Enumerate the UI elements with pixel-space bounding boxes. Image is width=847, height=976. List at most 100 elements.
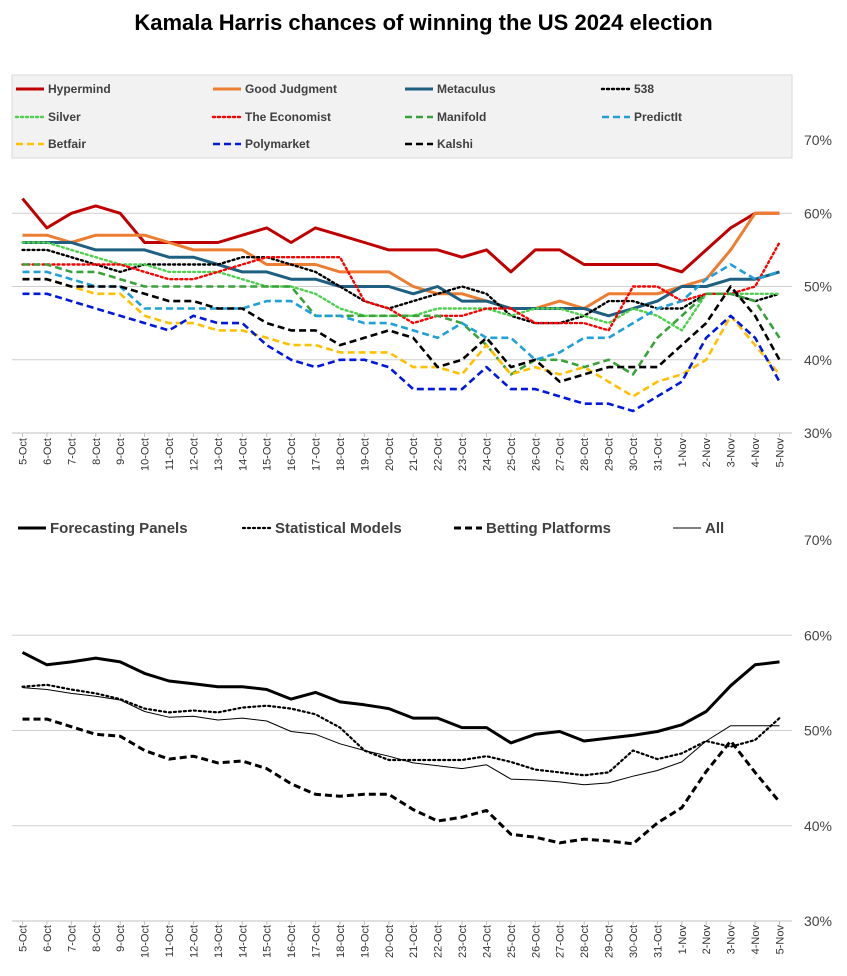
legend-label-silver: Silver [48, 110, 81, 124]
x-tick-label: 31-Oct [652, 925, 664, 958]
legend-label-the-economist: The Economist [245, 110, 331, 124]
x-tick-label: 28-Oct [579, 925, 591, 958]
x-tick-label: 11-Oct [164, 925, 176, 957]
x-tick-label: 20-Oct [384, 438, 396, 471]
series-line-metaculus [22, 241, 780, 318]
x-tick-label: 14-Oct [237, 438, 249, 471]
x-tick-label: 24-Oct [481, 925, 493, 958]
x-tick-label: 7-Oct [66, 438, 78, 465]
x-tick-label: 23-Oct [457, 925, 469, 958]
x-tick-label: 30-Oct [628, 925, 640, 958]
x-tick-label: 29-Oct [604, 438, 616, 471]
x-tick-label: 8-Oct [91, 925, 103, 952]
series-line-hypermind [21, 197, 780, 274]
x-tick-label: 10-Oct [140, 438, 152, 471]
x-tick-label: 30-Oct [628, 438, 640, 471]
legend-label-all: All [705, 520, 724, 537]
x-tick-label: 3-Nov [726, 925, 738, 955]
x-tick-label: 15-Oct [262, 925, 274, 958]
series-line-betting-platforms [22, 717, 781, 846]
legend-label-kalshi: Kalshi [437, 137, 473, 151]
y-tick-label: 30% [804, 425, 832, 441]
x-tick-label: 24-Oct [481, 438, 493, 471]
y-tick-label: 60% [804, 205, 832, 221]
y-tick-label: 40% [804, 352, 832, 368]
x-tick-label: 20-Oct [384, 925, 396, 958]
x-tick-label: 13-Oct [213, 438, 225, 471]
legend-label-statistical-models: Statistical Models [275, 520, 402, 537]
x-tick-label: 3-Nov [726, 438, 738, 468]
y-tick-label: 70% [804, 132, 832, 148]
x-tick-label: 15-Oct [262, 438, 274, 471]
x-tick-label: 19-Oct [359, 438, 371, 471]
x-tick-label: 9-Oct [115, 925, 127, 952]
x-tick-label: 2-Nov [701, 438, 713, 468]
x-tick-label: 19-Oct [359, 925, 371, 958]
legend-label-polymarket: Polymarket [245, 137, 310, 151]
series-line-the-economist [21, 241, 781, 332]
legend-label-hypermind: Hypermind [48, 82, 111, 96]
x-tick-label: 17-Oct [311, 925, 323, 958]
legend-label-manifold: Manifold [437, 110, 486, 124]
x-tick-label: 23-Oct [457, 438, 469, 471]
x-tick-label: 4-Nov [750, 925, 762, 955]
x-tick-label: 16-Oct [286, 438, 298, 471]
x-tick-label: 5-Oct [18, 925, 30, 952]
chart-2: 30% 40% 50% 60% 70% 5-Oct 6-Oct 7-Oct 8-Oct 9-Oct… [12, 520, 832, 958]
series-line-forecasting-panels [21, 651, 780, 745]
x-tick-label: 26-Oct [530, 438, 542, 471]
series-line-manifold [22, 263, 781, 376]
x-tick-label: 14-Oct [237, 925, 249, 958]
x-tick-label: 6-Oct [42, 925, 54, 952]
chart-1: 30% 40% 50% 60% 70% 5-Oct 6-Oct 7-Oct 8-Oct 9-Oct… [11, 74, 832, 471]
x-tick-label: 9-Oct [115, 438, 127, 465]
x-tick-label: 2-Nov [701, 925, 713, 955]
series-line-all [22, 687, 780, 786]
x-tick-label: 17-Oct [311, 438, 323, 471]
x-tick-label: 22-Oct [433, 925, 445, 958]
x-tick-label: 27-Oct [555, 925, 567, 958]
x-tick-label: 5-Nov [775, 925, 787, 955]
x-tick-label: 25-Oct [506, 438, 518, 471]
x-tick-label: 29-Oct [604, 925, 616, 958]
x-tick-label: 25-Oct [506, 925, 518, 958]
y-tick-label: 50% [804, 279, 832, 295]
x-tick-label: 10-Oct [140, 925, 152, 958]
legend-label-538: 538 [634, 82, 654, 96]
x-tick-label: 18-Oct [335, 438, 347, 471]
x-tick-label: 1-Nov [677, 925, 689, 955]
x-tick-label: 13-Oct [213, 925, 225, 958]
x-tick-label: 26-Oct [530, 925, 542, 958]
x-tick-label: 28-Oct [579, 438, 591, 471]
series-line-kalshi [22, 277, 781, 384]
legend-label-good-judgment: Good Judgment [245, 82, 337, 96]
y-tick-label: 40% [804, 818, 832, 834]
legend-box [11, 74, 793, 159]
x-tick-label: 5-Oct [18, 438, 30, 465]
series-line-538 [21, 248, 781, 325]
x-tick-label: 5-Nov [775, 438, 787, 468]
x-tick-label: 4-Nov [750, 438, 762, 468]
y-tick-label: 30% [804, 913, 832, 929]
legend-label-predictit: PredictIt [634, 110, 682, 124]
x-tick-label: 11-Oct [164, 438, 176, 470]
x-tick-label: 8-Oct [91, 438, 103, 465]
x-tick-label: 27-Oct [555, 438, 567, 471]
x-tick-label: 1-Nov [677, 438, 689, 468]
legend-label-metaculus: Metaculus [437, 82, 496, 96]
series-line-betfair [22, 277, 781, 398]
x-tick-label: 16-Oct [286, 925, 298, 958]
y-tick-label: 70% [804, 532, 832, 548]
x-tick-label: 22-Oct [433, 438, 445, 471]
legend-label-forecasting-panels: Forecasting Panels [50, 520, 188, 537]
legend-label-betfair: Betfair [48, 137, 86, 151]
y-tick-label: 50% [804, 723, 832, 739]
x-tick-label: 12-Oct [188, 925, 200, 958]
x-tick-label: 7-Oct [66, 925, 78, 952]
x-tick-label: 31-Oct [652, 438, 664, 471]
x-tick-label: 18-Oct [335, 925, 347, 958]
legend-label-betting-platforms: Betting Platforms [486, 520, 611, 537]
x-tick-label: 21-Oct [408, 438, 420, 471]
